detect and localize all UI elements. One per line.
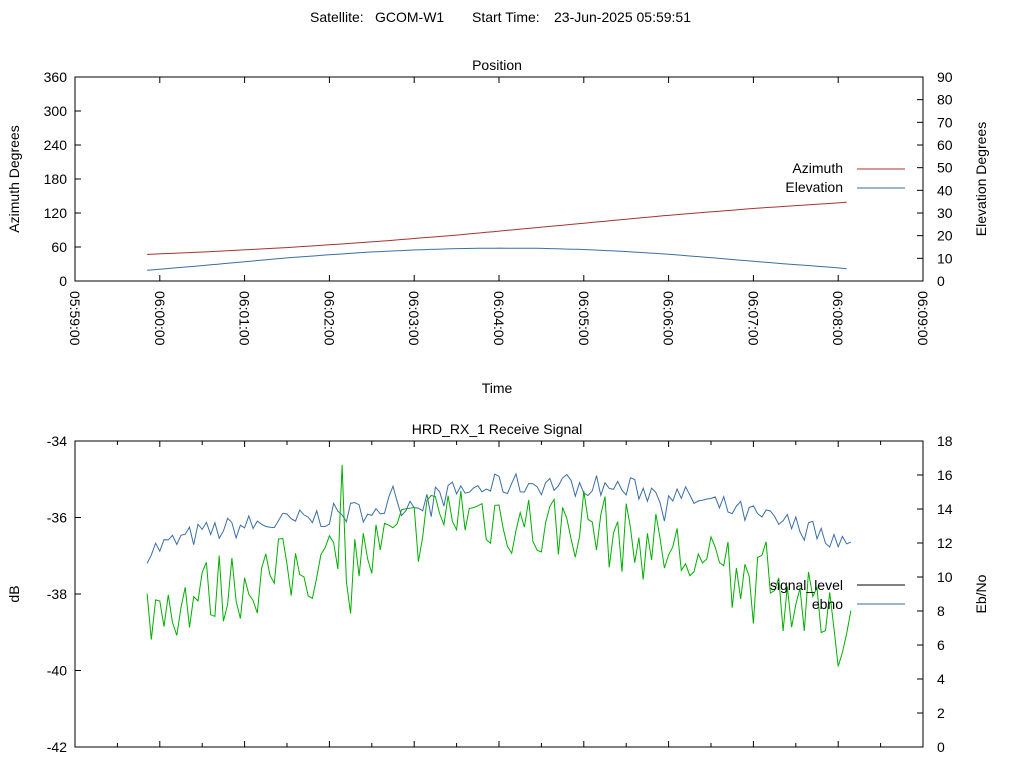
y-tick-label: 120 bbox=[44, 205, 68, 221]
x-tick-label: 06:04:00 bbox=[491, 291, 507, 346]
y-tick-label: -42 bbox=[47, 739, 67, 755]
y2-tick-label: 2 bbox=[937, 705, 945, 721]
series-line-elevation bbox=[147, 247, 847, 271]
chart2-legend: signal_level ebno bbox=[770, 577, 905, 612]
y-tick-label: -38 bbox=[47, 586, 67, 602]
x-tick-label: 06:00:00 bbox=[152, 291, 168, 346]
y-tick-label: 240 bbox=[44, 137, 68, 153]
y2-tick-label: 40 bbox=[937, 182, 953, 198]
y2-tick-label: 14 bbox=[937, 501, 953, 517]
y2-tick-label: 90 bbox=[937, 69, 953, 85]
chart1-ylabel: Azimuth Degrees bbox=[6, 125, 22, 232]
header-satellite-name: GCOM-W1 bbox=[375, 9, 444, 25]
x-tick-label: 06:07:00 bbox=[745, 291, 761, 346]
y2-tick-label: 16 bbox=[937, 467, 953, 483]
y2-tick-label: 20 bbox=[937, 228, 953, 244]
page-header: Satellite: GCOM-W1 Start Time: 23-Jun-20… bbox=[310, 9, 691, 25]
x-tick-label: 06:05:00 bbox=[576, 291, 592, 346]
y2-tick-label: 0 bbox=[937, 273, 945, 289]
chart2-plot-frame bbox=[74, 440, 924, 748]
legend-label-elevation: Elevation bbox=[785, 179, 843, 195]
chart1-y2label: Elevation Degrees bbox=[973, 122, 989, 236]
x-tick-label: 06:08:00 bbox=[830, 291, 846, 346]
x-tick-label: 06:03:00 bbox=[406, 291, 422, 346]
chart2-y2label: Eb/No bbox=[973, 574, 989, 613]
y-tick-label: -36 bbox=[47, 510, 67, 526]
legend-label-ebno: ebno bbox=[812, 596, 843, 612]
y2-tick-label: 4 bbox=[937, 671, 945, 687]
x-tick-label: 06:01:00 bbox=[237, 291, 253, 346]
y2-tick-label: 80 bbox=[937, 92, 953, 108]
y-tick-label: 0 bbox=[59, 273, 67, 289]
x-tick-label: 05:59:00 bbox=[67, 291, 83, 346]
y2-tick-label: 60 bbox=[937, 137, 953, 153]
y-tick-label: -40 bbox=[47, 663, 67, 679]
header-start-label: Start Time: bbox=[472, 9, 540, 25]
chart1-legend: Azimuth Elevation bbox=[785, 160, 905, 195]
series-line-series-2 bbox=[146, 464, 852, 667]
chart2-title: HRD_RX_1 Receive Signal bbox=[412, 421, 582, 437]
y2-tick-label: 6 bbox=[937, 637, 945, 653]
series-line-ebno bbox=[146, 472, 852, 564]
receive-signal-chart: HRD_RX_1 Receive Signal dB Eb/No -42 -40 -… bbox=[6, 421, 989, 755]
y2-tick-label: 18 bbox=[937, 433, 953, 449]
x-tick-label: 06:06:00 bbox=[661, 291, 677, 346]
chart1-xlabel: Time bbox=[482, 380, 513, 396]
header-satellite-label: Satellite: bbox=[310, 9, 364, 25]
y2-tick-label: 50 bbox=[937, 160, 953, 176]
y2-tick-label: 10 bbox=[937, 569, 953, 585]
y-tick-label: 300 bbox=[44, 103, 68, 119]
legend-label-azimuth: Azimuth bbox=[792, 160, 843, 176]
series-line-azimuth bbox=[147, 201, 847, 255]
y2-tick-label: 12 bbox=[937, 535, 953, 551]
header-start-time: 23-Jun-2025 05:59:51 bbox=[554, 9, 691, 25]
y2-tick-label: 10 bbox=[937, 250, 953, 266]
chart1-title: Position bbox=[472, 57, 522, 73]
y-tick-label: 60 bbox=[51, 239, 67, 255]
y2-tick-label: 8 bbox=[937, 603, 945, 619]
y-tick-label: 360 bbox=[44, 69, 68, 85]
chart2-ylabel: dB bbox=[6, 585, 22, 602]
y-tick-label: -34 bbox=[47, 433, 67, 449]
position-chart: Position Azimuth Degrees Elevation Degre… bbox=[6, 57, 989, 396]
y2-tick-label: 70 bbox=[937, 114, 953, 130]
y-tick-label: 180 bbox=[44, 171, 68, 187]
x-tick-label: 06:09:00 bbox=[915, 291, 931, 346]
y2-tick-label: 0 bbox=[937, 739, 945, 755]
legend-label-signal-level: signal_level bbox=[770, 577, 843, 593]
x-tick-label: 06:02:00 bbox=[321, 291, 337, 346]
y2-tick-label: 30 bbox=[937, 205, 953, 221]
